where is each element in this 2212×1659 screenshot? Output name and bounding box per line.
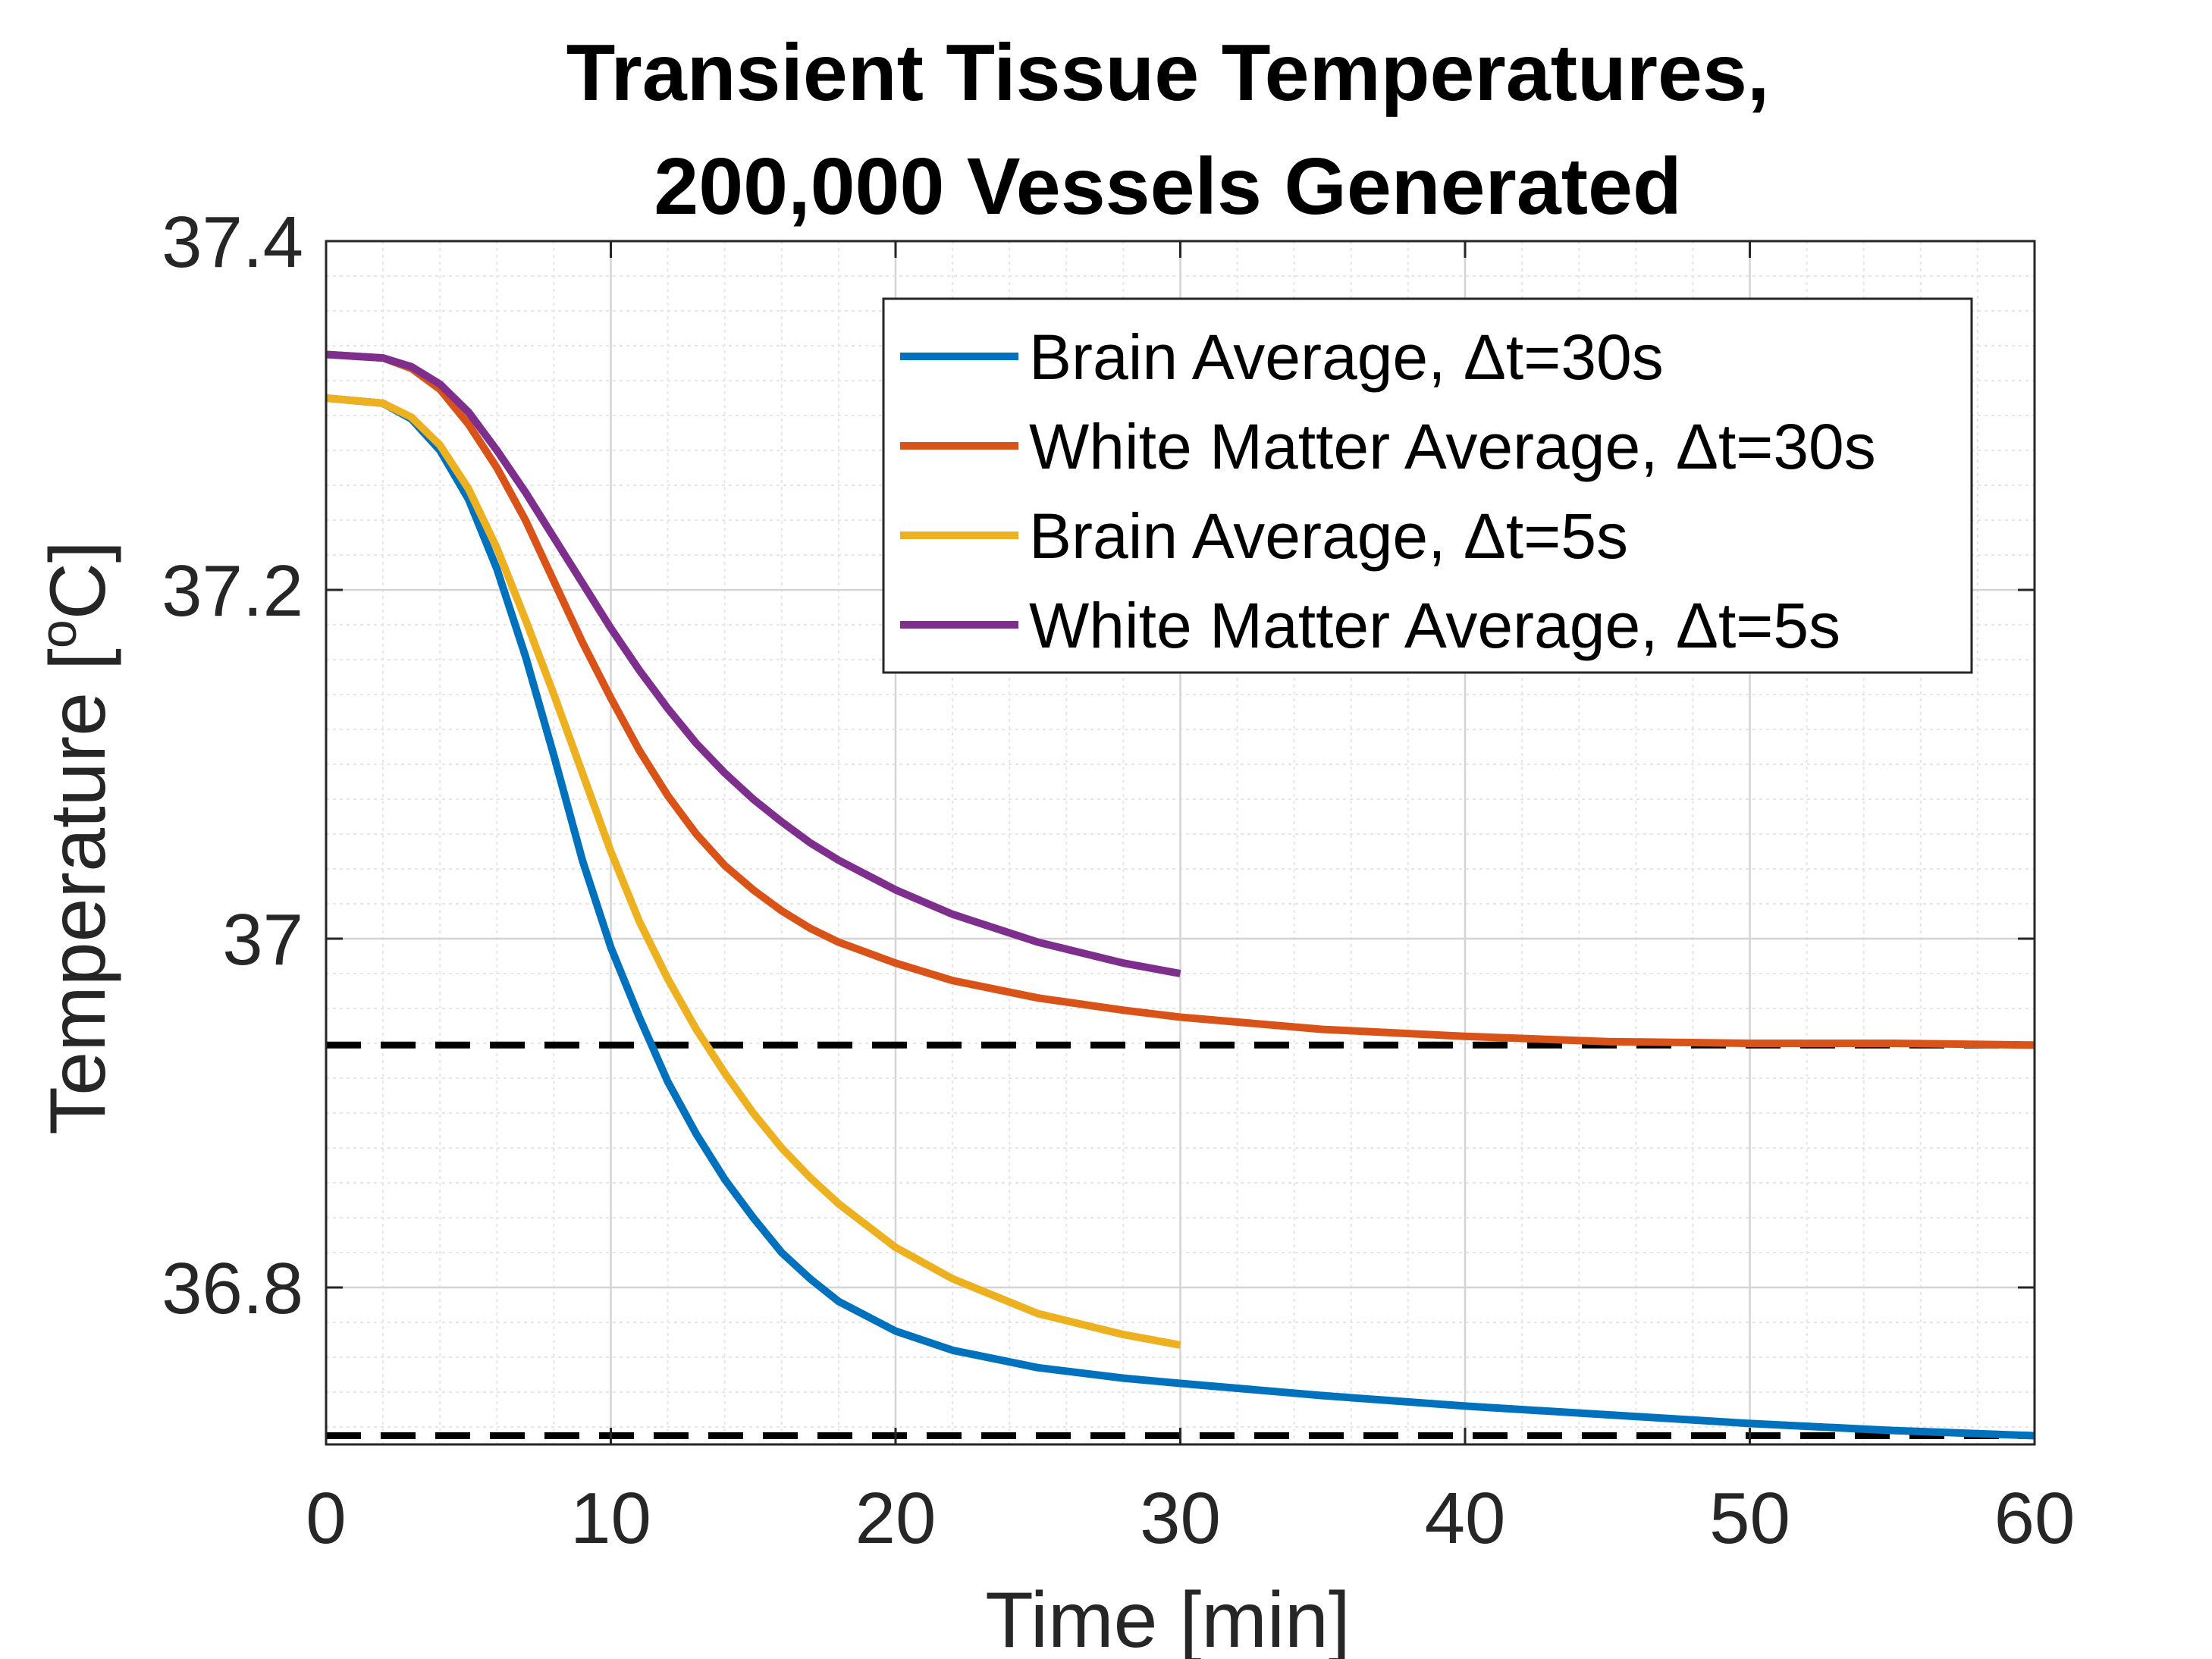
chart-title: Transient Tissue Temperatures, <box>566 28 1770 118</box>
x-axis-label: Time [min] <box>985 1576 1351 1659</box>
axes <box>325 240 2036 1446</box>
x-tick-label: 40 <box>1425 1478 1506 1559</box>
y-axis-label: Temperature [oC] <box>30 541 122 1134</box>
series-line <box>325 394 1181 1349</box>
legend-label: White Matter Average, Δt=30s <box>1029 411 1876 482</box>
legend-label: Brain Average, Δt=5s <box>1029 500 1628 572</box>
legend-box <box>882 297 1973 674</box>
chart-subtitle: 200,000 Vessels Generated <box>654 142 1681 231</box>
y-tick-label: 37.4 <box>162 202 303 283</box>
x-tick-label: 20 <box>855 1478 937 1559</box>
legend-label: Brain Average, Δt=30s <box>1029 321 1664 393</box>
legend: Brain Average, Δt=30s White Matter Averag… <box>882 297 1973 674</box>
y-tick-label: 37.2 <box>162 550 303 632</box>
legend-label: White Matter Average, Δt=5s <box>1029 590 1840 661</box>
x-tick-label: 0 <box>306 1478 346 1559</box>
y-axis-label-sup: o <box>30 619 87 648</box>
x-tick-label: 30 <box>1140 1478 1221 1559</box>
series-line <box>325 350 1181 977</box>
y-axis-label-end: C] <box>34 541 122 619</box>
y-tick-label: 36.8 <box>162 1248 303 1329</box>
tick-labels: 0 10 20 30 40 50 60 36.8 37 37.2 37.4 <box>162 202 2075 1559</box>
series-line <box>325 394 2035 1440</box>
svg-text:Temperature [oC]: Temperature [oC] <box>30 541 122 1134</box>
x-tick-label: 60 <box>1994 1478 2076 1559</box>
series-line <box>325 350 2035 1049</box>
y-tick-label: 37 <box>222 899 303 980</box>
x-tick-label: 10 <box>570 1478 651 1559</box>
series-lines <box>325 350 2035 1440</box>
x-tick-label: 50 <box>1709 1478 1790 1559</box>
y-axis-label-main: Temperature [ <box>34 648 122 1135</box>
